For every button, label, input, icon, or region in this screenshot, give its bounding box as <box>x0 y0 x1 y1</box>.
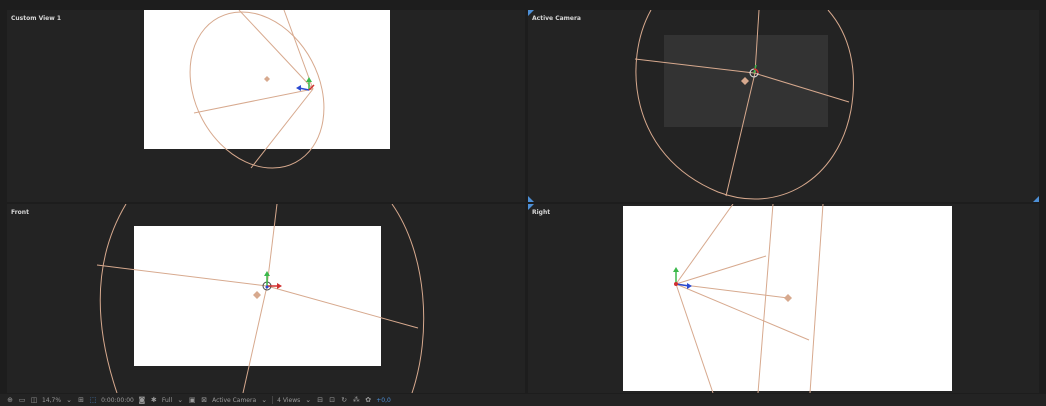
viewport-scene <box>96 204 425 393</box>
separator <box>272 396 274 404</box>
camera-ray <box>754 10 760 74</box>
camera-gizmo <box>749 64 759 78</box>
camera-frustum-arc <box>391 204 425 393</box>
viewport-label: Custom View 1 <box>11 15 62 22</box>
camera-ray <box>193 88 314 114</box>
corner-marker <box>528 204 534 210</box>
chevron-down-icon[interactable]: ⌄ <box>177 395 184 404</box>
camera-ray <box>675 204 734 285</box>
camera-ray <box>725 72 756 197</box>
reset-icon[interactable]: ↻ <box>341 395 348 404</box>
point-of-interest-icon <box>253 291 261 299</box>
exposure-value[interactable]: +0,0 <box>376 396 391 404</box>
camera-ray <box>283 10 314 90</box>
camera-gizmo <box>262 271 282 291</box>
flowchart-icon[interactable]: ⁂ <box>352 395 360 404</box>
camera-frustum-ellipse <box>189 11 325 169</box>
camera-frustum-circle <box>635 10 854 200</box>
chevron-down-icon[interactable]: ⌄ <box>66 395 72 404</box>
viewport-label: Right <box>532 209 551 216</box>
camera-ray <box>238 10 314 90</box>
camera-ray <box>266 285 419 329</box>
resolution-select[interactable]: Full <box>161 396 173 404</box>
camera-ray <box>675 283 810 341</box>
viewport-custom-view-1[interactable]: Custom View 1 <box>7 10 525 202</box>
viewer-toolbar: ⊕ ▭ ◫ 14,7% ⌄ ⊞ ⬚ 0:00:00:00 ◙ ✱ Full ⌄ … <box>0 394 1046 406</box>
camera-ray <box>96 264 268 287</box>
grid-icon[interactable]: ⊠ <box>201 395 208 404</box>
viewport-label: Front <box>11 209 29 216</box>
region-icon[interactable]: ⊞ <box>78 395 84 404</box>
viewport-scene <box>528 10 1039 202</box>
corner-marker <box>1033 196 1039 202</box>
corner-marker <box>528 10 534 16</box>
point-of-interest-icon <box>741 77 749 85</box>
viewport-active-camera[interactable]: Active Camera <box>528 10 1039 202</box>
monitor-icon[interactable]: ▭ <box>18 395 26 404</box>
camera-ray <box>266 204 278 287</box>
point-of-interest-icon <box>264 76 270 82</box>
camera-select[interactable]: Active Camera <box>212 396 257 404</box>
camera-ray <box>675 283 789 299</box>
mask-icon[interactable]: ◫ <box>30 395 38 404</box>
camera-ray <box>242 285 268 393</box>
magnifier-icon[interactable]: ⊕ <box>7 395 13 404</box>
timecode[interactable]: 0:00:00:00 <box>101 396 134 404</box>
camera-frustum-arc <box>99 204 127 393</box>
snapshot-icon[interactable]: ◙ <box>138 395 146 404</box>
chevron-down-icon[interactable]: ⌄ <box>261 395 268 404</box>
camera-ray <box>675 255 767 285</box>
camera-ray <box>634 58 755 74</box>
camera-gizmo <box>673 267 692 289</box>
zoom-level[interactable]: 14,7% <box>42 396 62 404</box>
viewport-right[interactable]: Right <box>528 204 1039 393</box>
camera-ray <box>675 283 714 393</box>
3d-icon[interactable]: ⊟ <box>317 395 324 404</box>
camera-ray <box>250 88 314 169</box>
viewport-scene <box>144 10 390 169</box>
point-of-interest-icon <box>784 294 792 302</box>
gear-icon[interactable]: ✿ <box>365 395 372 404</box>
color-icon[interactable]: ✱ <box>150 395 157 404</box>
camera-ray <box>753 72 850 103</box>
viewport-front[interactable]: Front <box>7 204 525 393</box>
transparency-grid-icon[interactable]: ⬚ <box>89 395 97 404</box>
camera-gizmo <box>296 77 315 91</box>
viewport-label: Active Camera <box>532 15 581 22</box>
viewport-scene <box>528 204 952 393</box>
fast-preview-icon[interactable]: ▣ <box>188 395 196 404</box>
corner-marker <box>528 196 534 202</box>
chevron-down-icon[interactable]: ⌄ <box>305 395 312 404</box>
frustum-edge <box>757 204 774 393</box>
view-layout-select[interactable]: 4 Views <box>277 396 301 404</box>
camera-icon[interactable]: ⊡ <box>329 395 336 404</box>
frustum-edge <box>809 204 824 393</box>
